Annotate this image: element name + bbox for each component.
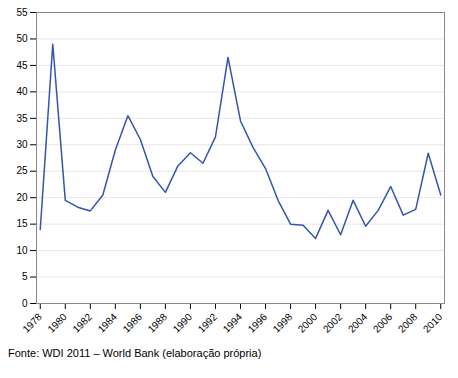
svg-text:0: 0 (22, 298, 28, 309)
svg-text:1992: 1992 (196, 311, 220, 335)
svg-text:1982: 1982 (70, 311, 94, 335)
svg-text:10: 10 (16, 245, 28, 256)
svg-text:1984: 1984 (96, 311, 120, 335)
html-text:Fonte: WDI 2011 – World Bank (: Fonte: WDI 2011 – World Bank (elaboração… (8, 347, 262, 359)
svg-text:5: 5 (22, 271, 28, 282)
svg-text:25: 25 (16, 165, 28, 176)
svg-text:15: 15 (16, 218, 28, 229)
svg-text:50: 50 (16, 33, 28, 44)
svg-text:20: 20 (16, 192, 28, 203)
svg-text:35: 35 (16, 113, 28, 124)
svg-text:1994: 1994 (221, 311, 245, 335)
svg-text:1980: 1980 (45, 311, 69, 335)
svg-text:40: 40 (16, 86, 28, 97)
svg-text:2000: 2000 (296, 311, 320, 335)
svg-text:1998: 1998 (271, 311, 295, 335)
svg-text:1988: 1988 (146, 311, 170, 335)
svg-text:2004: 2004 (346, 311, 370, 335)
svg-text:55: 55 (16, 7, 28, 18)
svg-text:1986: 1986 (121, 311, 145, 335)
svg-text:1990: 1990 (171, 311, 195, 335)
svg-text:1996: 1996 (246, 311, 270, 335)
svg-text:1978: 1978 (20, 311, 44, 335)
svg-text:2008: 2008 (396, 311, 420, 335)
svg-text:30: 30 (16, 139, 28, 150)
svg-text:2006: 2006 (371, 311, 395, 335)
svg-text:45: 45 (16, 60, 28, 71)
svg-text:2010: 2010 (421, 311, 445, 335)
svg-text:2002: 2002 (321, 311, 345, 335)
